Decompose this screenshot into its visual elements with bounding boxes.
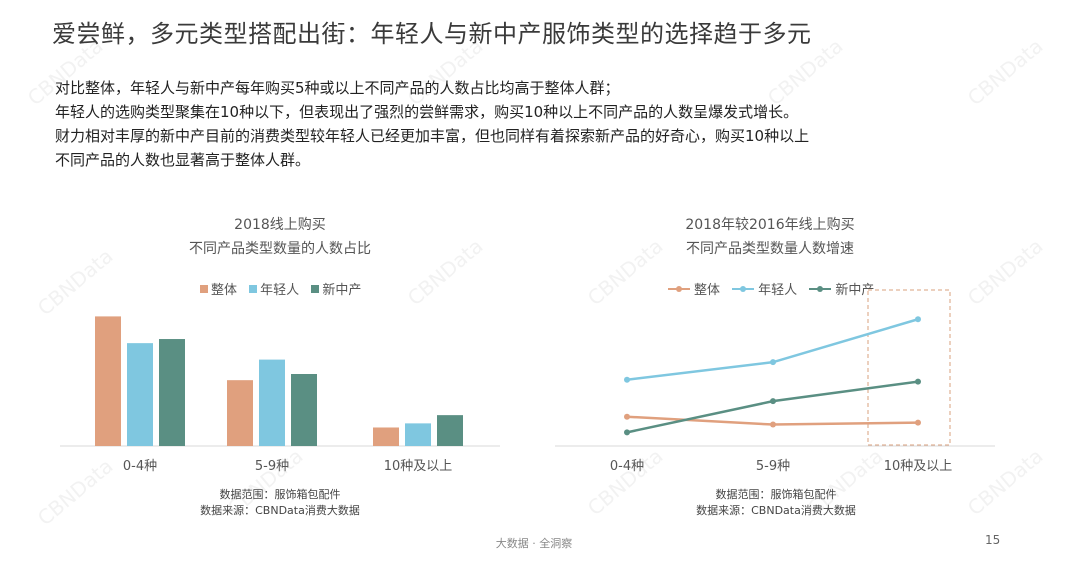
data-point [770,421,776,428]
legend-item-middle: 新中产 [311,279,361,298]
legend-label: 整体 [211,283,238,298]
x-tick-label: 0-4种 [123,459,157,474]
legend-item-young: 年轻人 [249,279,299,298]
legend-line-swatch [809,285,832,293]
legend-label: 年轻人 [758,283,798,298]
line-chart-title: 2018年较2016年线上购买 [685,217,855,233]
line-chart-legend: 整体 年轻人 新中产 [668,279,882,298]
intro-text: 对比整体，年轻人与新中产每年购买5种或以上不同产品的人数占比均高于整体人群； 年… [55,76,1015,172]
legend-item-overall: 整体 [200,279,237,298]
bar [127,343,153,446]
bar [405,423,431,446]
bar-chart-heading: 2018线上购买 不同产品类型数量的人数占比 [140,213,420,261]
intro-line: 财力相对丰厚的新中产目前的消费类型较年轻人已经更加丰富，但也同样有着探索新产品的… [55,127,810,145]
data-point [770,398,776,405]
line-chart-heading: 2018年较2016年线上购买 不同产品类型数量人数增速 [630,213,910,261]
page-title: 爱尝鲜，多元类型搭配出街：年轻人与新中产服饰类型的选择趋于多元 [52,20,812,48]
legend-label: 新中产 [835,283,875,298]
legend-item-middle: 新中产 [809,279,874,298]
page-number: 15 [985,533,1001,547]
legend-label: 新中产 [322,283,362,298]
legend-swatch [311,284,320,293]
bar [227,380,253,446]
bar [95,316,121,446]
data-point [770,359,776,366]
data-point [624,376,630,383]
intro-line: 对比整体，年轻人与新中产每年购买5种或以上不同产品的人数占比均高于整体人群； [55,79,620,97]
legend-item-overall: 整体 [668,279,720,298]
series-line [626,318,919,381]
data-point [624,413,630,420]
legend-swatch [249,284,258,293]
legend-item-young: 年轻人 [732,279,797,298]
bar-chart-notes: 数据范围：服饰箱包配件 数据来源：CBNData消费大数据 [140,487,420,519]
intro-line: 不同产品的人数也显著高于整体人群。 [55,151,311,169]
data-point [624,429,630,436]
legend-swatch [200,284,208,293]
data-range-note: 数据范围：服饰箱包配件 [219,488,341,501]
bar [437,415,463,446]
legend-label: 年轻人 [260,283,300,298]
data-source-note: 数据来源：CBNData消费大数据 [200,504,360,517]
legend-label: 整体 [694,283,721,298]
bar-chart-subtitle: 不同产品类型数量的人数占比 [189,241,371,257]
data-point [915,419,921,426]
footer-tagline: 大数据 · 全洞察 [495,537,573,550]
bar [259,359,285,446]
data-point [915,316,921,323]
line-chart-subtitle: 不同产品类型数量人数增速 [686,241,854,257]
legend-line-swatch [668,285,690,293]
bar [291,374,317,446]
x-tick-label: 10种及以上 [884,459,953,474]
bar-chart-title: 2018线上购买 [234,217,326,233]
intro-line: 年轻人的选购类型聚集在10种以下，但表现出了强烈的尝鲜需求，购买10种以上不同产… [55,103,799,121]
data-point [915,378,921,385]
bar-chart-legend: 整体 年轻人 新中产 [200,279,369,298]
bar [159,339,185,446]
x-tick-label: 10种及以上 [384,459,453,474]
x-tick-label: 0-4种 [610,459,644,474]
bar [373,427,399,446]
data-source-note: 数据来源：CBNData消费大数据 [696,504,856,517]
x-tick-label: 5-9种 [756,459,790,474]
data-range-note: 数据范围：服饰箱包配件 [715,488,837,501]
legend-line-swatch [732,285,755,293]
line-chart-notes: 数据范围：服饰箱包配件 数据来源：CBNData消费大数据 [636,487,916,519]
x-tick-label: 5-9种 [255,459,289,474]
